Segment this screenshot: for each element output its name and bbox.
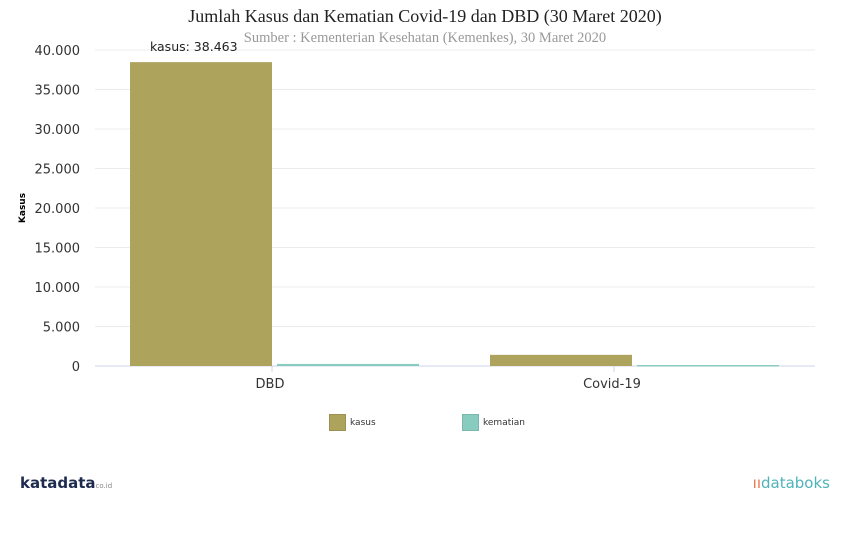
bar-kematian-DBD (277, 363, 419, 366)
legend-item-kasus[interactable]: kasus (329, 414, 376, 431)
y-tick-label: 40.000 (35, 44, 81, 59)
bar-kasus-DBD (130, 62, 272, 366)
bar-kasus-Covid-19 (490, 354, 632, 366)
legend-swatch-kasus (329, 414, 346, 431)
chart-subtitle: Sumber : Kementerian Kesehatan (Kemenkes… (243, 30, 607, 46)
y-tick-label: 25.000 (35, 163, 81, 178)
chart-title: Jumlah Kasus dan Kematian Covid-19 dan D… (188, 6, 662, 26)
y-tick-label: 0 (72, 360, 80, 375)
y-tick-label: 30.000 (35, 123, 81, 138)
y-tick-label: 15.000 (35, 242, 81, 257)
x-tick-label: DBD (256, 377, 285, 392)
y-tick-label: 20.000 (35, 202, 81, 217)
legend-item-kematian[interactable]: kematian (462, 414, 525, 431)
databoks-logo: ııdataboks (752, 474, 830, 492)
y-tick-label: 5.000 (43, 321, 80, 336)
legend-swatch-kematian (462, 414, 479, 431)
bar-kematian-Covid-19 (637, 365, 779, 367)
y-axis-label: Kasus (18, 193, 28, 223)
legend-label-kematian: kematian (483, 417, 525, 428)
x-tick-label: Covid-19 (583, 377, 641, 392)
y-tick-label: 10.000 (35, 281, 81, 296)
katadata-logo: katadataco.id (20, 474, 113, 492)
y-tick-label: 35.000 (35, 84, 81, 99)
data-label: kasus: 38.463 (150, 39, 238, 54)
legend-label-kasus: kasus (350, 417, 376, 428)
